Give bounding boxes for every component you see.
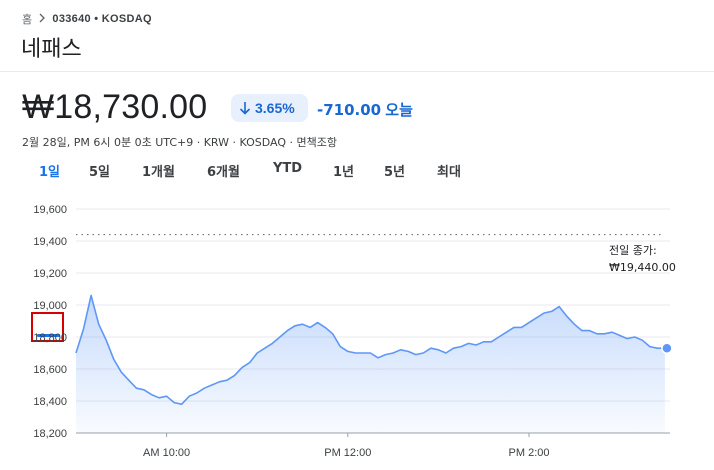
x-tick-label: PM 12:00 — [324, 447, 371, 459]
current-price-dot — [661, 342, 673, 354]
y-tick-label: 18,200 — [33, 428, 67, 440]
previous-close-annotation: 전일 종가: ₩19,440.00 — [609, 242, 676, 276]
selected-tab-indicator — [37, 334, 60, 337]
breadcrumb: 홈 033640 • KOSDAQ — [22, 11, 152, 27]
price-line — [75, 294, 665, 405]
tab-ytd[interactable]: YTD — [273, 161, 303, 176]
change-percent-badge: 3.65% — [231, 94, 308, 122]
quote-meta: 2월 28일, PM 6시 0분 0초 UTC+9 · KRW · KOSDAQ… — [22, 136, 337, 149]
tab-max[interactable]: 최대 — [437, 165, 461, 180]
arrow-down-icon — [239, 101, 251, 115]
tab-5y[interactable]: 5년 — [384, 165, 406, 180]
divider — [0, 71, 714, 72]
y-tick-label: 19,000 — [33, 300, 67, 312]
y-tick-label: 19,600 — [33, 204, 67, 216]
price-chart[interactable]: 19,600 19,400 19,200 19,000 18,800 18,600 18,4… — [0, 195, 714, 470]
y-tick-label: 19,200 — [33, 268, 67, 280]
change-period: 오늘 — [385, 101, 413, 119]
range-tabs: 1일 5일 1개월 6개월 YTD 1년 5년 최대 — [0, 156, 714, 342]
x-axis-labels: AM 10:00 PM 12:00 PM 2:00 — [143, 433, 549, 459]
tab-1d[interactable]: 1일 — [39, 165, 61, 180]
price-area — [76, 295, 665, 433]
page-title: 네패스 — [21, 37, 82, 62]
previous-close-value: ₩19,440.00 — [609, 261, 676, 274]
tab-1m[interactable]: 1개월 — [142, 165, 175, 180]
previous-close-label: 전일 종가: — [609, 244, 657, 257]
x-tick-label: AM 10:00 — [143, 447, 190, 459]
y-axis-labels: 19,600 19,400 19,200 19,000 18,800 18,600 18,4… — [33, 204, 67, 440]
tab-6m[interactable]: 6개월 — [207, 165, 240, 180]
stock-price: ₩18,730.00 — [22, 88, 208, 126]
change-absolute-value: -710.00 — [317, 101, 382, 119]
tab-5d[interactable]: 5일 — [89, 165, 111, 180]
tab-1y[interactable]: 1년 — [333, 165, 355, 180]
x-tick-label: PM 2:00 — [509, 447, 550, 459]
change-percent: 3.65% — [255, 100, 295, 116]
y-tick-label: 18,600 — [33, 364, 67, 376]
chevron-right-icon — [38, 13, 46, 26]
selected-tab-highlight — [31, 312, 64, 342]
y-tick-label: 18,400 — [33, 396, 67, 408]
change-absolute: -710.00 오늘 — [317, 99, 413, 120]
y-tick-label: 18,800 — [33, 332, 67, 344]
breadcrumb-ticker: 033640 • KOSDAQ — [52, 13, 152, 25]
breadcrumb-home-link[interactable]: 홈 — [22, 14, 33, 26]
y-tick-label: 19,400 — [33, 236, 67, 248]
